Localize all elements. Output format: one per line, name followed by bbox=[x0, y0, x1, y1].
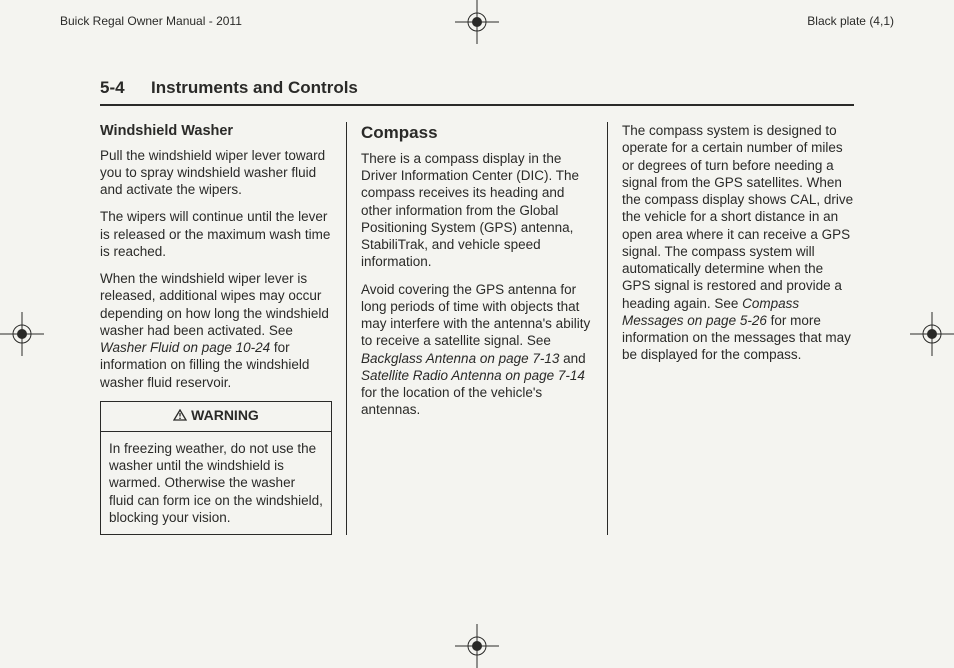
text-run: for the location of the vehicle's antenn… bbox=[361, 385, 542, 417]
manual-page: Buick Regal Owner Manual - 2011 Black pl… bbox=[0, 0, 954, 668]
heading-compass: Compass bbox=[361, 122, 593, 144]
column-separator bbox=[346, 122, 347, 535]
text-run: The compass system is designed to operat… bbox=[622, 123, 853, 311]
content-columns: Windshield Washer Pull the windshield wi… bbox=[100, 122, 854, 535]
body-text: Avoid covering the GPS antenna for long … bbox=[361, 281, 593, 419]
body-text: Pull the windshield wiper lever toward y… bbox=[100, 147, 332, 199]
section-header: 5-4 Instruments and Controls bbox=[100, 78, 854, 106]
section-title: Instruments and Controls bbox=[151, 78, 358, 97]
registration-mark-top-icon bbox=[455, 0, 499, 44]
registration-mark-right-icon bbox=[910, 312, 954, 356]
heading-windshield-washer: Windshield Washer bbox=[100, 122, 332, 141]
warning-heading: WARNING bbox=[101, 402, 331, 432]
cross-reference: Washer Fluid on page 10‑24 bbox=[100, 340, 270, 355]
section-number: 5-4 bbox=[100, 78, 125, 97]
warning-box: WARNING In freezing weather, do not use … bbox=[100, 401, 332, 535]
cross-reference: Backglass Antenna on page 7‑13 bbox=[361, 351, 559, 366]
body-text: The wipers will continue until the lever… bbox=[100, 208, 332, 260]
registration-mark-bottom-icon bbox=[455, 624, 499, 668]
warning-label: WARNING bbox=[191, 407, 259, 423]
body-text: There is a compass display in the Driver… bbox=[361, 150, 593, 271]
column-separator bbox=[607, 122, 608, 535]
column-3: The compass system is designed to operat… bbox=[622, 122, 854, 535]
registration-mark-left-icon bbox=[0, 312, 44, 356]
text-run: and bbox=[559, 351, 585, 366]
body-text: The compass system is designed to operat… bbox=[622, 122, 854, 364]
column-1: Windshield Washer Pull the windshield wi… bbox=[100, 122, 332, 535]
header-plate: Black plate (4,1) bbox=[807, 14, 894, 28]
warning-body: In freezing weather, do not use the wash… bbox=[101, 432, 331, 534]
header-title: Buick Regal Owner Manual - 2011 bbox=[60, 14, 242, 28]
text-run: When the windshield wiper lever is relea… bbox=[100, 271, 329, 338]
text-run: Avoid covering the GPS antenna for long … bbox=[361, 282, 590, 349]
cross-reference: Satellite Radio Antenna on page 7‑14 bbox=[361, 368, 585, 383]
column-2: Compass There is a compass display in th… bbox=[361, 122, 593, 535]
body-text: When the windshield wiper lever is relea… bbox=[100, 270, 332, 391]
warning-triangle-icon bbox=[173, 408, 187, 426]
section-rule bbox=[100, 104, 854, 106]
